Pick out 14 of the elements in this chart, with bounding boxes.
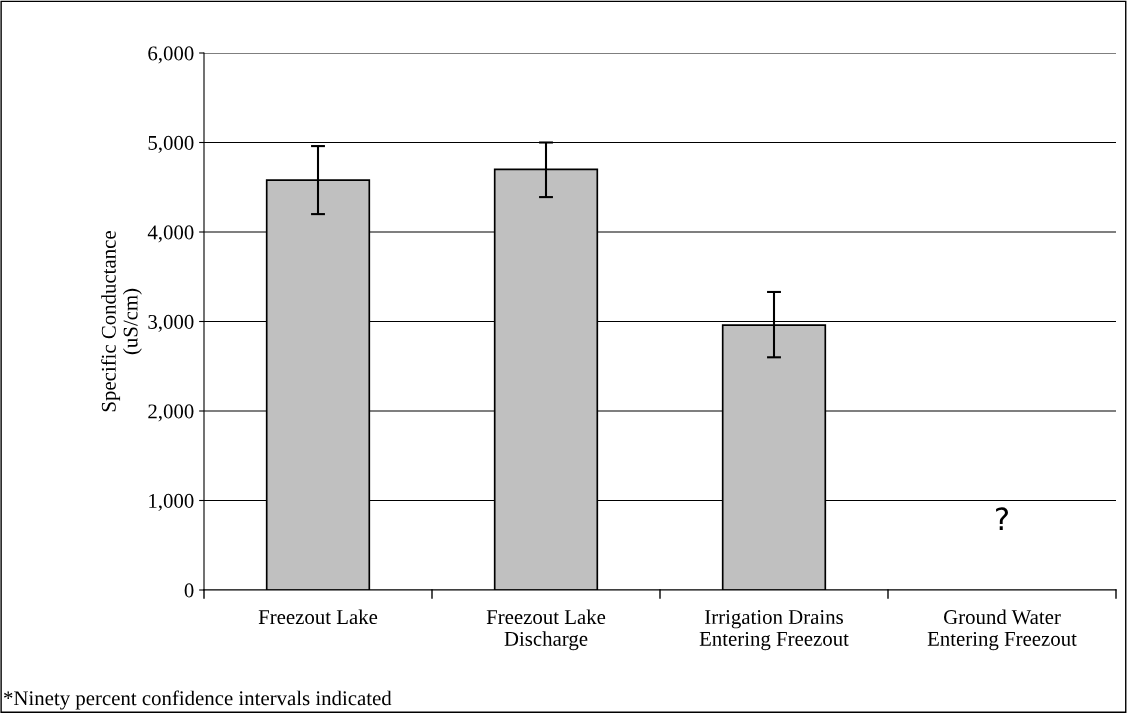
annotation: ? [996,507,1008,530]
x-tick-label: Ground Water Entering Freezout [927,609,1077,651]
x-tick-label: Freezout Lake [258,609,378,625]
y-tick-label: 5,000 [148,135,194,153]
y-tick-label: 3,000 [148,314,194,332]
y-axis-title: Specific Conductance (uS/cm) [100,231,142,412]
x-tick-label: Irrigation Drains Entering Freezout [699,610,849,651]
y-tick-label: 4,000 [147,225,194,243]
text: *Ninety percent confidence intervals indicated [4,690,392,710]
y-tick-label: 2,000 [148,404,194,422]
y-tick-label: 1,000 [149,493,194,511]
y-tick-label: 0 [184,583,194,598]
x-tick-label: Freezout Lake Discharge [486,609,606,651]
y-tick-label: 6,000 [148,46,194,64]
